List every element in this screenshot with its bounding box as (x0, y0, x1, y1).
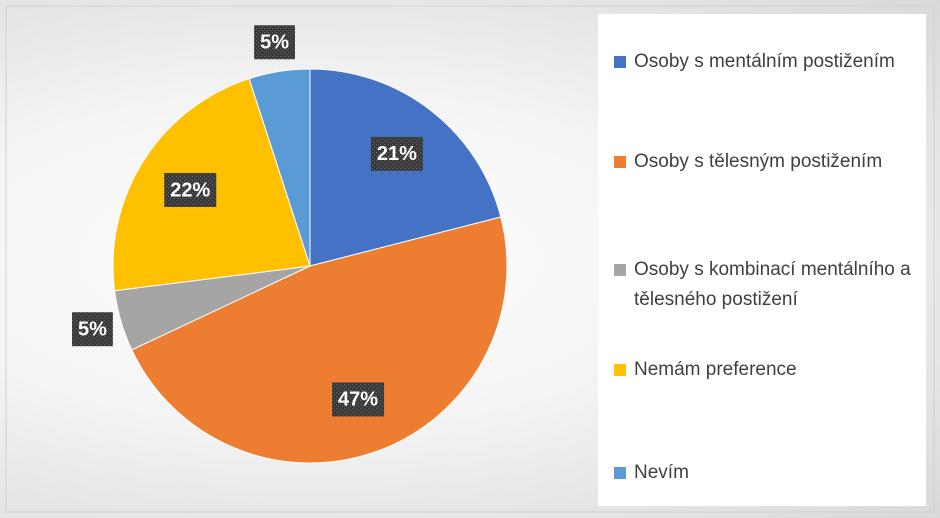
legend: Osoby s mentálním postižením Osoby s těle… (598, 14, 926, 506)
legend-label: Nemám preference (634, 359, 797, 380)
legend-label: Nevím (634, 462, 689, 483)
data-label-text: 47% (338, 389, 378, 411)
data-label-text: 22% (170, 179, 210, 201)
legend-item: Osoby s mentálním postižením (614, 47, 934, 77)
legend-swatch (614, 467, 626, 479)
legend-label: Osoby s kombinací mentálního a tělesného… (634, 259, 911, 310)
pie-slice (248, 68, 311, 267)
legend-label: Osoby s tělesným postižením (634, 151, 883, 172)
data-label-box (332, 382, 385, 417)
data-label: 5% (254, 25, 296, 60)
data-label-text: 21% (377, 143, 417, 165)
pie-slice (131, 216, 508, 464)
legend-item: Nemám preference (614, 355, 934, 385)
data-label-box (370, 136, 423, 171)
legend-item: Nevím (614, 458, 934, 488)
data-label-box (71, 312, 113, 347)
legend-swatch (614, 364, 626, 376)
data-label: 47% (332, 382, 385, 417)
legend-swatch (614, 264, 626, 276)
data-label-box (164, 172, 217, 207)
legend-swatch (614, 56, 626, 68)
legend-item: Osoby s kombinací mentálního a tělesného… (614, 255, 934, 315)
data-label-box (254, 25, 296, 60)
data-label-text: 5% (260, 32, 289, 54)
data-label: 5% (71, 312, 113, 347)
frame (5, 5, 935, 513)
legend-label: Osoby s mentálním postižením (634, 51, 895, 72)
data-label-text: 5% (78, 318, 107, 340)
legend-swatch (614, 156, 626, 168)
legend-item: Osoby s tělesným postižením (614, 147, 934, 177)
data-label: 21% (370, 136, 423, 171)
data-label: 22% (164, 172, 217, 207)
